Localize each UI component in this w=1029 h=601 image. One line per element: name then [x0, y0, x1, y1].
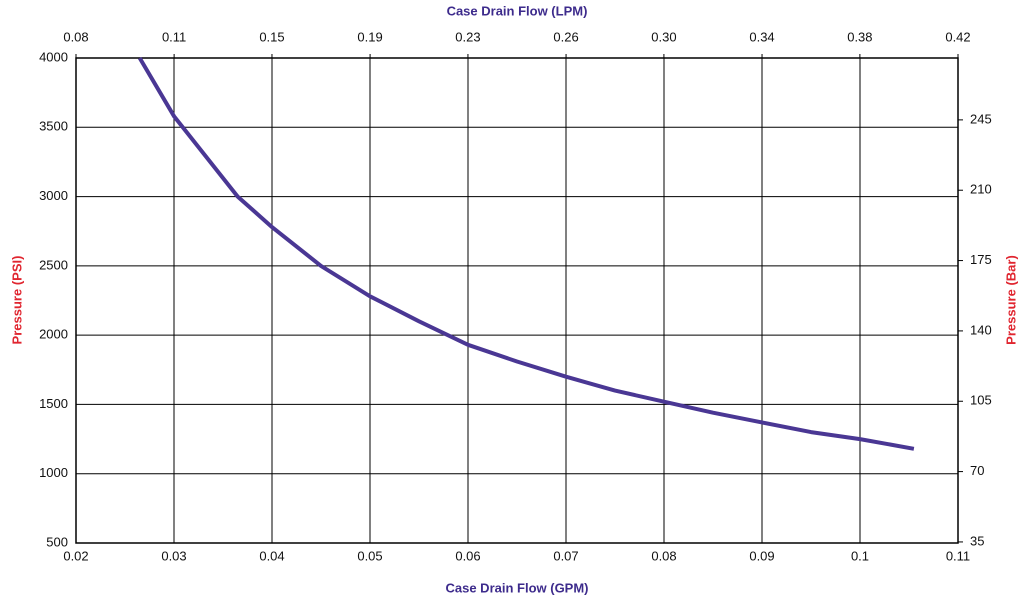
y2-tick-label: 175: [970, 252, 992, 267]
x-tick-label: 0.05: [357, 548, 382, 563]
y-tick-label: 1500: [39, 396, 68, 411]
y-tick-label: 1000: [39, 465, 68, 480]
x-axis-title: Case Drain Flow (GPM): [445, 580, 588, 595]
x2-tick-label: 0.34: [749, 29, 774, 44]
x2-tick-label: 0.42: [945, 29, 970, 44]
top-axis-title: Case Drain Flow (LPM): [447, 3, 588, 18]
y-tick-label: 2500: [39, 257, 68, 272]
curve: [137, 56, 915, 451]
y-tick-label: 3500: [39, 119, 68, 134]
y2-tick-label: 35: [970, 533, 984, 548]
x2-tick-label: 0.15: [259, 29, 284, 44]
x-tick-label: 0.1: [851, 548, 869, 563]
x-tick-label: 0.08: [651, 548, 676, 563]
x2-tick-label: 0.19: [357, 29, 382, 44]
x-tick-label: 0.11: [946, 548, 970, 563]
x-tick-label: 0.04: [259, 548, 284, 563]
x-tick-label: 0.06: [455, 548, 480, 563]
x2-tick-label: 0.26: [553, 29, 578, 44]
y-axis-title: Pressure (PSI): [9, 256, 24, 345]
y-tick-label: 500: [46, 534, 68, 549]
x-tick-label: 0.07: [553, 548, 578, 563]
x2-tick-label: 0.30: [651, 29, 676, 44]
x-tick-label: 0.02: [63, 548, 88, 563]
y2-axis-title: Pressure (Bar): [1003, 255, 1018, 345]
x2-tick-label: 0.08: [63, 29, 88, 44]
y-tick-label: 3000: [39, 188, 68, 203]
y2-tick-label: 210: [970, 182, 992, 197]
y2-tick-label: 105: [970, 393, 992, 408]
plot-frame: [75, 57, 959, 544]
x-tick-label: 0.09: [749, 548, 774, 563]
x2-tick-label: 0.11: [162, 29, 186, 44]
y-tick-label: 4000: [39, 49, 68, 64]
y-tick-label: 2000: [39, 327, 68, 342]
y2-tick-label: 70: [970, 463, 984, 478]
x-tick-label: 0.03: [161, 548, 186, 563]
x2-tick-label: 0.23: [455, 29, 480, 44]
x2-tick-label: 0.38: [847, 29, 872, 44]
y2-tick-label: 245: [970, 111, 992, 126]
y2-tick-label: 140: [970, 322, 992, 337]
